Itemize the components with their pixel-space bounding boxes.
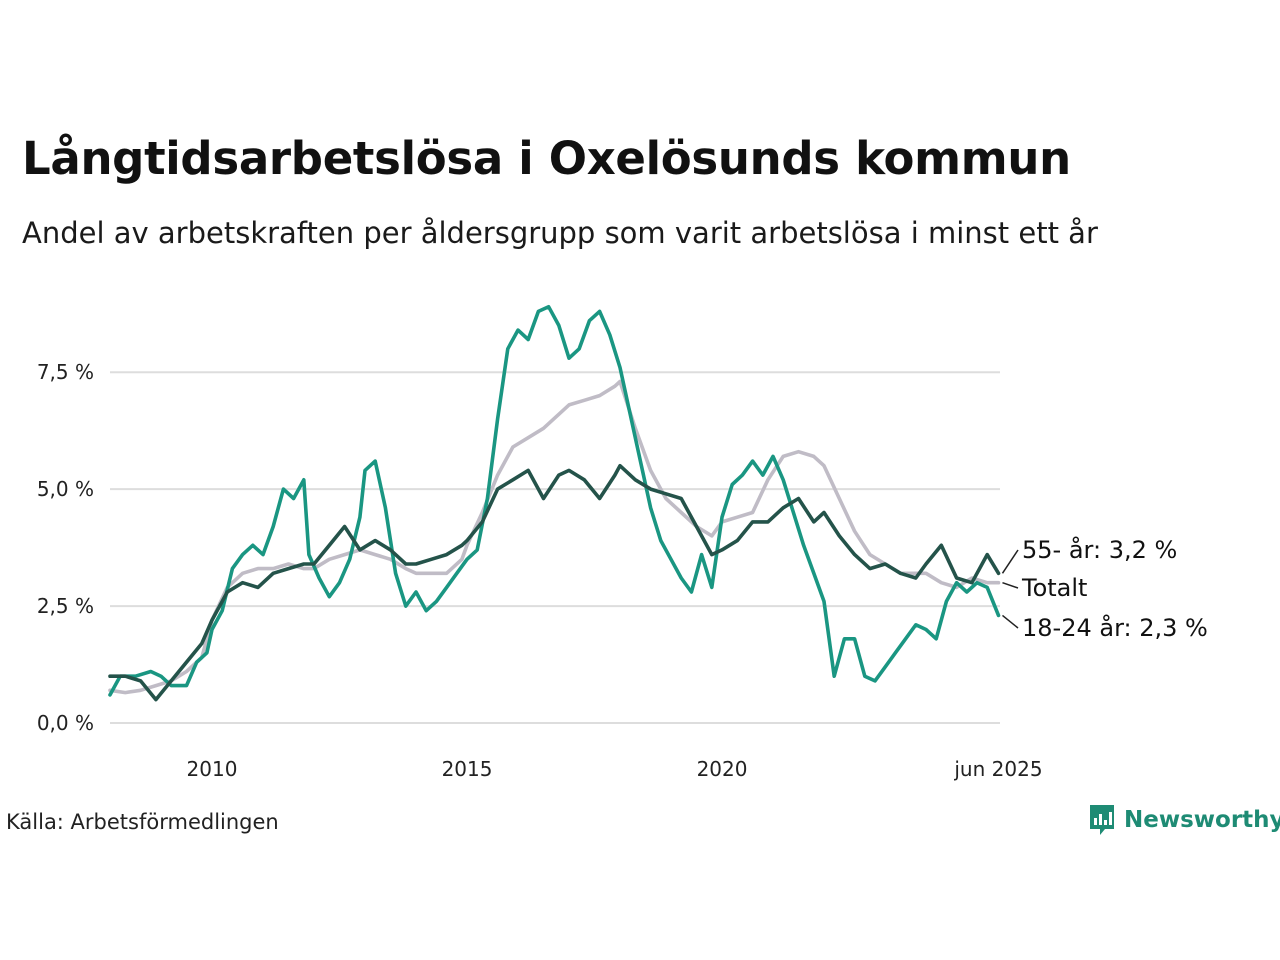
y-tick-label-1: 2,5 % [37, 594, 94, 618]
y-tick-label-0: 0,0 % [37, 711, 94, 735]
newsworthy-logo[interactable]: Newsworthy [1088, 803, 1280, 837]
chart-title: Långtidsarbetslösa i Oxelösunds kommun [22, 132, 1071, 185]
source-note: Källa: Arbetsförmedlingen [6, 810, 279, 834]
x-axis: 2010 2015 2020 jun 2025 [187, 757, 1043, 781]
x-tick-label-2: 2020 [697, 757, 748, 781]
newsworthy-logo-icon [1090, 805, 1114, 835]
end-label-connector-total [1002, 581, 1019, 589]
y-axis: 0,0 % 2,5 % 5,0 % 7,5 % [37, 360, 94, 735]
y-tick-label-3: 7,5 % [37, 360, 94, 384]
end-label-age1824: 18-24 år: 2,3 % [1022, 613, 1208, 642]
x-tick-label-1: 2015 [442, 757, 493, 781]
grid-lines [110, 371, 1000, 724]
logo-text: Newsworthy [1124, 807, 1280, 833]
chart-subtitle: Andel av arbetskraften per åldersgrupp s… [22, 216, 1098, 250]
series-line-total [108, 379, 1001, 695]
series-line-age1824 [108, 304, 1001, 697]
series-line-age55 [108, 463, 1001, 702]
end-label-age55: 55- år: 3,2 % [1022, 535, 1177, 564]
y-tick-label-2: 5,0 % [37, 477, 94, 501]
x-tick-label-3: jun 2025 [953, 757, 1042, 781]
end-label-connector-age1824 [1001, 614, 1019, 629]
line-chart: 0,0 % 2,5 % 5,0 % 7,5 % 2010 2015 2020 jun 202… [37, 304, 1208, 781]
series-lines [108, 304, 1001, 702]
end-labels: Totalt 18-24 år: 2,3 % 55- år: 3,2 % [1001, 535, 1208, 642]
end-label-total: Totalt [1021, 574, 1087, 602]
x-tick-label-0: 2010 [187, 757, 238, 781]
end-label-connector-age55 [1001, 549, 1019, 574]
